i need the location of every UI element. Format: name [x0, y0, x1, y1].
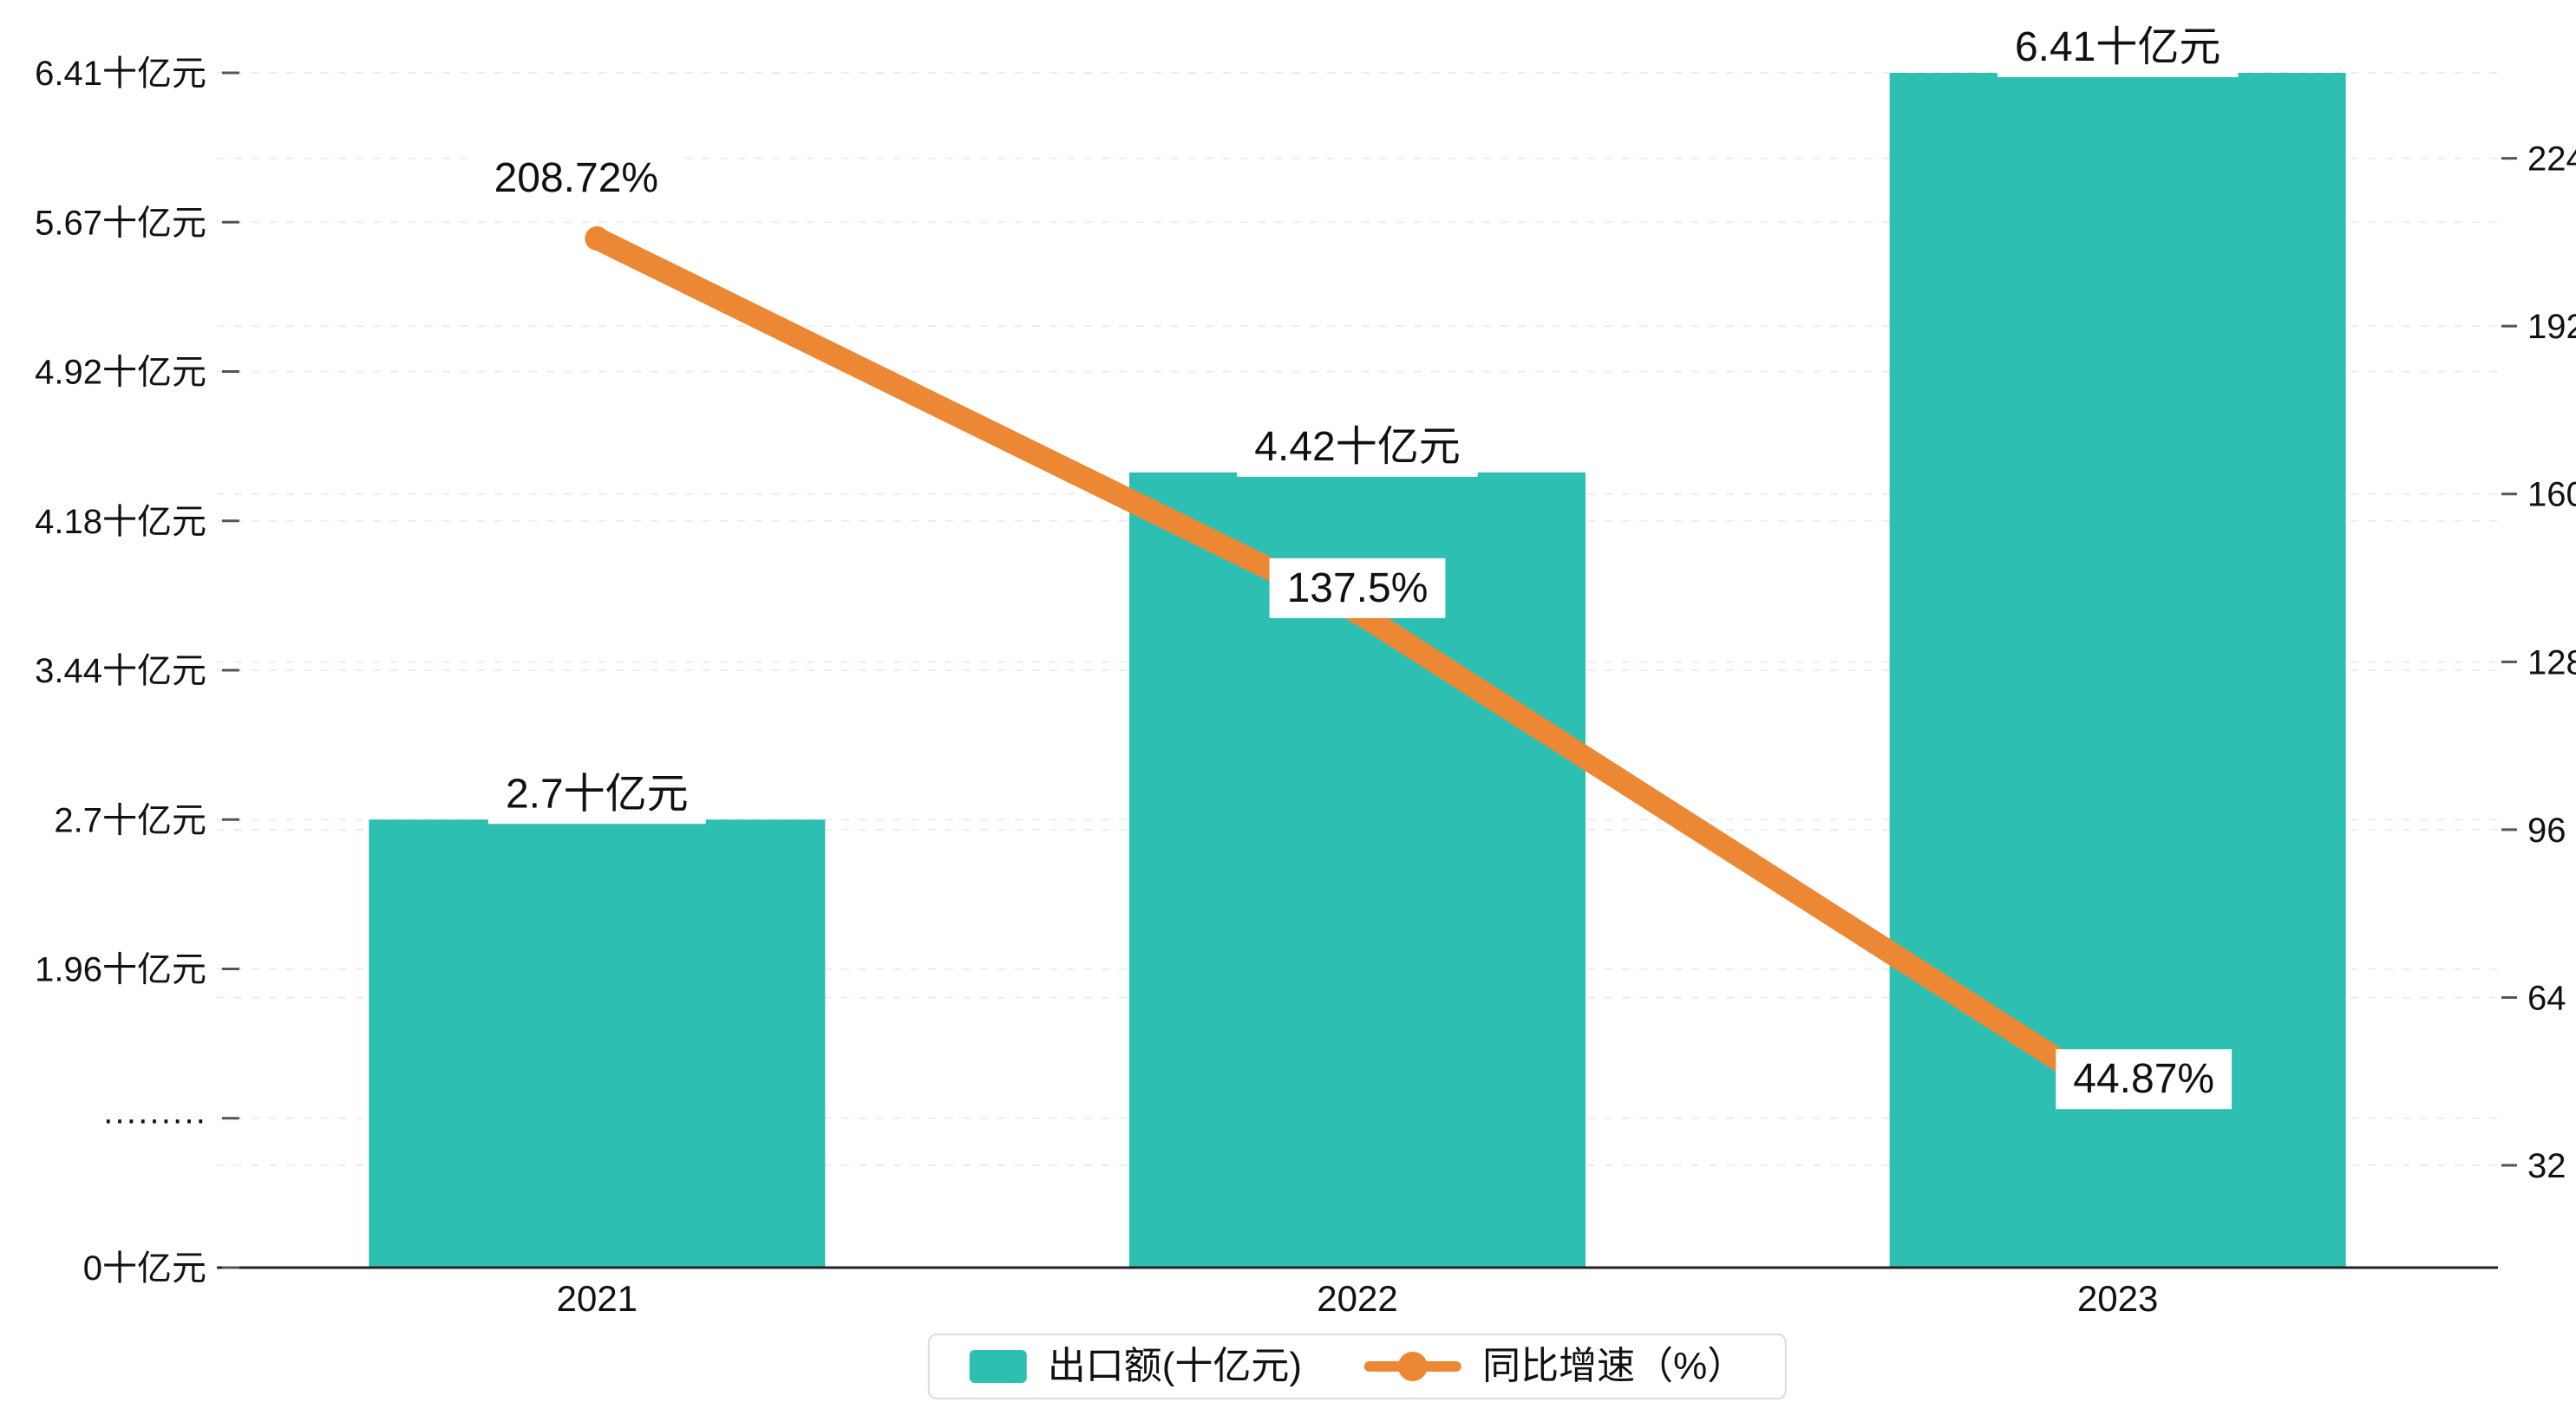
- x-axis-label-2023: 2023: [2077, 1278, 2158, 1319]
- right-axis-label: 64: [2527, 979, 2566, 1017]
- line-series-dot-icon: [1398, 1352, 1429, 1381]
- bar-value-label-2022-text: 4.42十亿元: [1254, 424, 1460, 470]
- bar-value-label-2022: 4.42十亿元: [1237, 416, 1478, 477]
- legend-label-line-series: 同比增速（%）: [1482, 1345, 1746, 1387]
- line-value-label-2021-text: 208.72%: [494, 155, 659, 201]
- bar-series-swatch-icon: [969, 1350, 1027, 1383]
- right-axis-label: 32: [2527, 1147, 2566, 1185]
- bar-value-label-2023-bg: [1997, 17, 2239, 77]
- line-point-2021[interactable]: [585, 226, 610, 251]
- legend-label-bar-series: 出口额(十亿元): [1047, 1345, 1303, 1387]
- line-value-label-2021-bg: [476, 148, 677, 209]
- right-axis-label: 192: [2527, 308, 2576, 346]
- left-axis-label: 1.96十亿元: [35, 951, 206, 989]
- x-axis-label-2021: 2021: [557, 1278, 637, 1319]
- left-axis-label: 6.41十亿元: [35, 55, 206, 93]
- bar-2021[interactable]: [369, 819, 826, 1268]
- line-series-swatch-icon: [1364, 1352, 1462, 1381]
- left-axis-label: 4.92十亿元: [35, 354, 206, 392]
- bar-value-label-2023: 6.41十亿元: [1997, 17, 2239, 77]
- line-value-label-2021: 208.72%: [476, 148, 677, 209]
- line-value-label-2023-text: 44.87%: [2073, 1056, 2214, 1102]
- line-value-label-2022-text: 137.5%: [1287, 565, 1429, 611]
- legend-item-bar-series[interactable]: 出口额(十亿元): [969, 1345, 1303, 1387]
- left-axis-label: 4.18十亿元: [35, 503, 206, 541]
- line-value-label-2023: 44.87%: [2056, 1049, 2233, 1110]
- left-axis-label: ·········: [102, 1100, 206, 1138]
- bar-value-label-2021: 2.7十亿元: [487, 764, 706, 825]
- bar-value-label-2023-text: 6.41十亿元: [2015, 24, 2220, 70]
- right-axis-label: 224: [2527, 140, 2576, 179]
- bar-value-label-2022-bg: [1237, 416, 1478, 477]
- bar-value-label-2021-bg: [487, 764, 706, 825]
- left-axis-label: 3.44十亿元: [35, 652, 206, 690]
- bar-value-label-2021-text: 2.7十亿元: [506, 771, 689, 817]
- line-value-label-2022-bg: [1269, 558, 1446, 618]
- legend: 出口额(十亿元) 同比增速（%）: [927, 1333, 1788, 1399]
- line-value-label-2023-bg: [2056, 1049, 2233, 1110]
- left-axis-label: 5.67十亿元: [35, 204, 206, 242]
- right-axis-label: 96: [2527, 812, 2566, 850]
- line-value-label-2022: 137.5%: [1269, 558, 1446, 618]
- legend-item-line-series[interactable]: 同比增速（%）: [1364, 1347, 1745, 1386]
- x-axis-label-2022: 2022: [1317, 1278, 1397, 1319]
- right-axis-label: 160: [2527, 476, 2576, 514]
- right-axis-label: 128: [2527, 643, 2576, 681]
- left-axis-label: 2.7十亿元: [54, 801, 206, 839]
- left-axis-label: 0十亿元: [83, 1249, 206, 1288]
